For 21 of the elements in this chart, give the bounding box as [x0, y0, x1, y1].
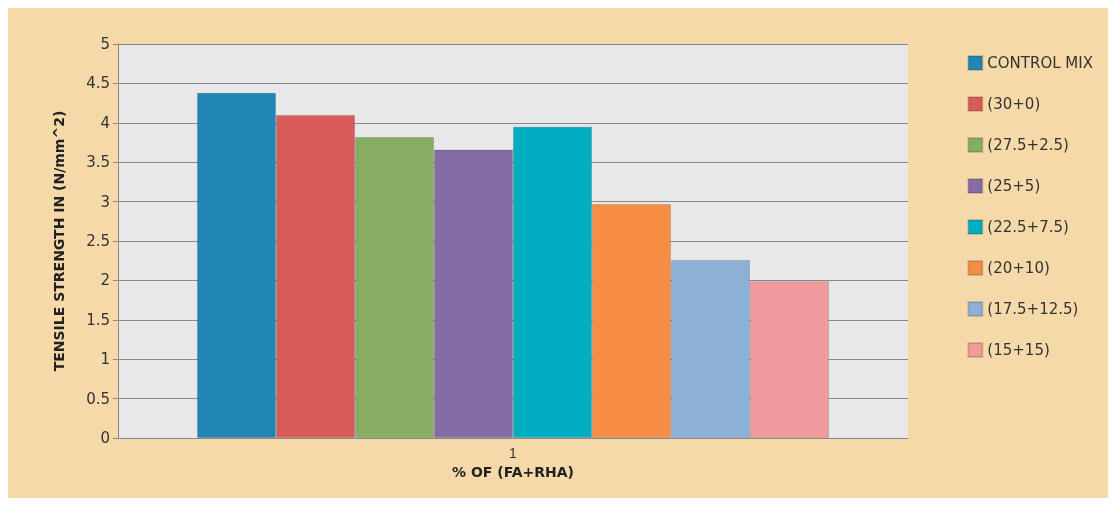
y-tick-label: 1: [100, 350, 110, 369]
y-tick-label: 2: [100, 271, 110, 290]
legend-label: (30+0): [987, 95, 1041, 113]
y-tick-label: 0.5: [86, 389, 110, 408]
y-tick-label: 4: [100, 113, 110, 132]
x-axis-title: % OF (FA+RHA): [452, 463, 574, 480]
y-tick-label: 1.5: [86, 310, 110, 329]
legend-label: (17.5+12.5): [987, 300, 1079, 318]
legend-label: (15+15): [987, 341, 1050, 359]
legend-label: (22.5+7.5): [987, 218, 1069, 236]
y-tick-label: 3: [100, 192, 110, 211]
legend-label: (27.5+2.5): [987, 136, 1069, 154]
y-tick-label: 5: [100, 35, 110, 53]
y-tick-label: 3.5: [86, 153, 110, 172]
y-axis-title: TENSILE STRENGTH IN (N/mm^2): [51, 110, 67, 372]
legend-label: CONTROL MIX: [987, 54, 1094, 72]
legend-label: (20+10): [987, 259, 1050, 277]
y-tick-label: 0: [100, 429, 110, 447]
y-tick-label: 2.5: [86, 232, 110, 250]
y-tick-label: 4.5: [86, 74, 110, 93]
legend-label: (25+5): [987, 177, 1041, 195]
